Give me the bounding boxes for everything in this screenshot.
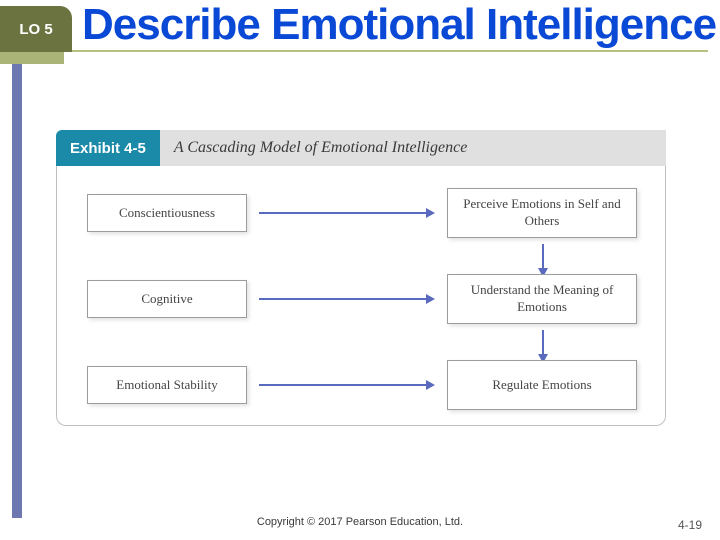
- diagram-left-box: Cognitive: [87, 280, 247, 318]
- arrow-right-icon: [259, 298, 435, 300]
- diagram-right-box: Perceive Emotions in Self and Others: [447, 188, 637, 238]
- exhibit-number: Exhibit 4-5: [56, 130, 160, 166]
- page-number: 4-19: [678, 518, 702, 532]
- diagram-row: Cognitive Understand the Meaning of Emot…: [87, 274, 637, 324]
- arrow-down-icon: [542, 244, 544, 270]
- diagram-right-box: Understand the Meaning of Emotions: [447, 274, 637, 324]
- vertical-accent-stripe: [12, 28, 22, 518]
- arrow-right-icon: [259, 384, 435, 386]
- exhibit-figure: Exhibit 4-5 A Cascading Model of Emotion…: [56, 130, 666, 426]
- exhibit-header: Exhibit 4-5 A Cascading Model of Emotion…: [56, 130, 666, 166]
- diagram-right-box: Regulate Emotions: [447, 360, 637, 410]
- diagram-left-box: Conscientiousness: [87, 194, 247, 232]
- page-title: Describe Emotional Intelligence: [82, 0, 716, 50]
- copyright-text: Copyright © 2017 Pearson Education, Ltd.: [0, 516, 720, 528]
- learning-objective-tab: LO 5: [0, 6, 72, 52]
- diagram-row: Emotional Stability Regulate Emotions: [87, 360, 637, 410]
- exhibit-body: Conscientiousness Perceive Emotions in S…: [56, 166, 666, 426]
- arrow-right-icon: [259, 212, 435, 214]
- arrow-down-icon: [542, 330, 544, 356]
- exhibit-subtitle: A Cascading Model of Emotional Intellige…: [160, 130, 666, 166]
- diagram-left-box: Emotional Stability: [87, 366, 247, 404]
- section-accent-bar: [0, 52, 64, 64]
- diagram-row: Conscientiousness Perceive Emotions in S…: [87, 188, 637, 238]
- title-underline: [72, 50, 708, 52]
